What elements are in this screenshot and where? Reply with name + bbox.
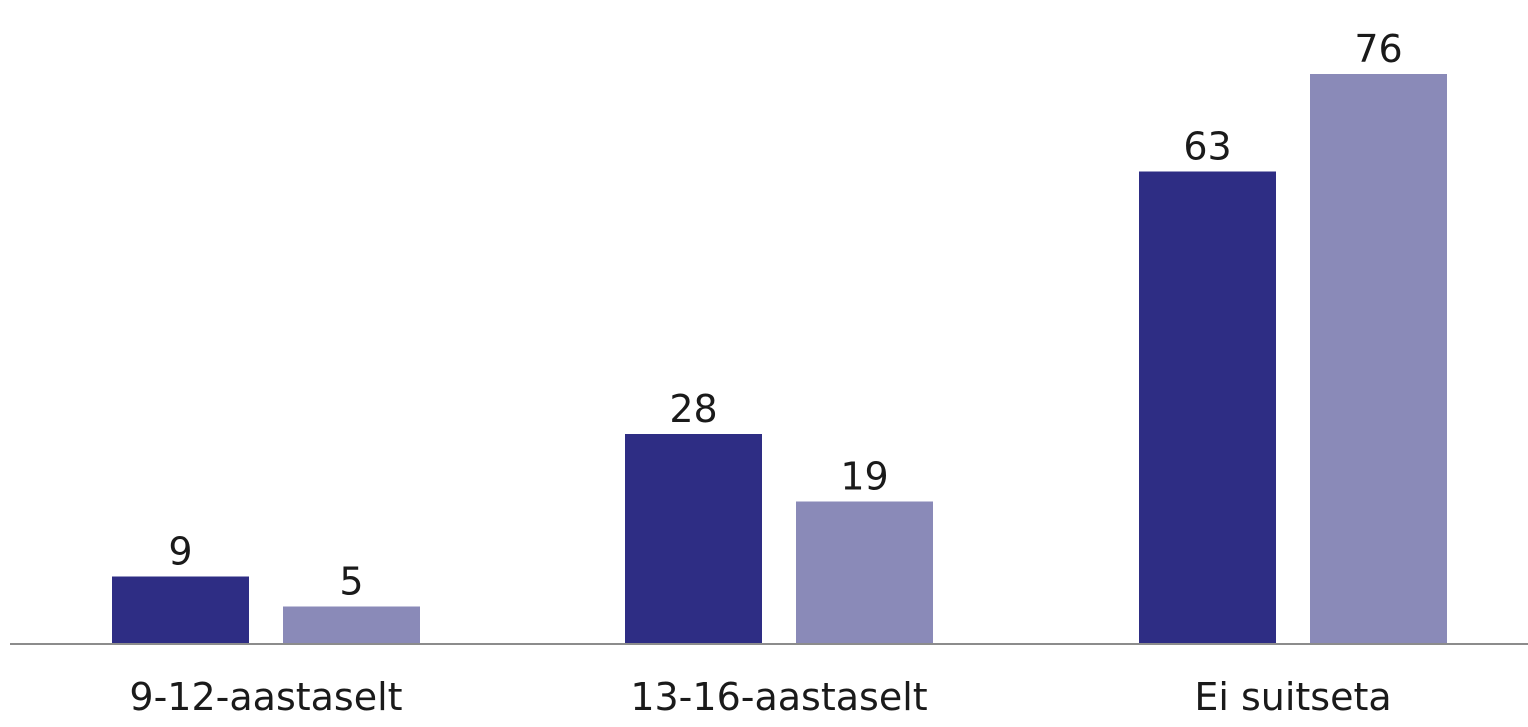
category-label-2: 13-16-aastaselt <box>630 675 927 719</box>
value-label-1-series-1: 9 <box>168 530 192 574</box>
value-label-2-series-2: 19 <box>840 455 888 499</box>
bar-1-series-2 <box>283 606 420 644</box>
value-label-3-series-1: 63 <box>1183 125 1231 169</box>
category-label-3: Ei suitseta <box>1194 675 1391 719</box>
value-label-2-series-1: 28 <box>669 387 717 431</box>
bar-3-series-2 <box>1310 74 1447 644</box>
bar-2-series-1 <box>625 434 762 644</box>
value-label-3-series-2: 76 <box>1354 27 1402 71</box>
category-labels-layer: 9-12-aastaselt 13-16-aastaselt Ei suitseta <box>129 675 1391 719</box>
bars-layer <box>112 74 1447 644</box>
value-label-1-series-2: 5 <box>339 560 363 604</box>
value-labels-layer: 9 5 28 19 63 76 <box>168 27 1402 604</box>
bar-3-series-1 <box>1139 171 1276 644</box>
bar-1-series-1 <box>112 576 249 644</box>
bar-2-series-2 <box>796 501 933 644</box>
category-label-1: 9-12-aastaselt <box>129 675 402 719</box>
